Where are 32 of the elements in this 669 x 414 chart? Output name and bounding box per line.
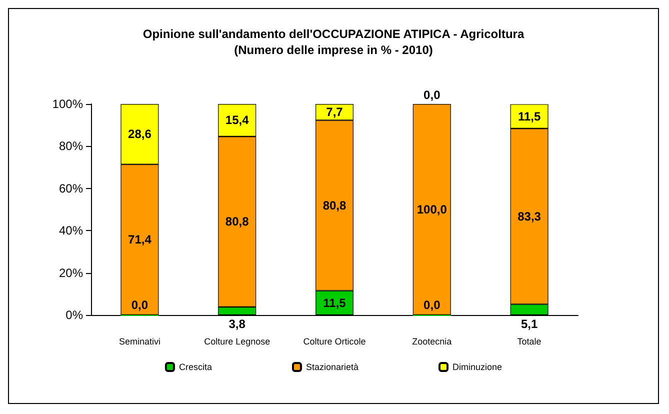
legend-label: Crescita — [178, 362, 212, 372]
chart-title: Opinione sull'andamento dell'OCCUPAZIONE ATIPICA - Agricoltura — [142, 27, 524, 41]
bar — [412, 104, 451, 315]
x-tick-label: Totale — [517, 336, 542, 346]
y-tick-label: 40% — [58, 224, 84, 238]
x-tick-label: Zootecnia — [412, 336, 452, 346]
data-label: 5,1 — [520, 317, 538, 331]
data-label: 71,4 — [128, 232, 152, 247]
y-tick-label: 0% — [66, 308, 84, 322]
data-label: 100,0 — [416, 202, 448, 216]
y-tick-label: 100% — [52, 97, 84, 111]
data-label: 3,8 — [228, 317, 246, 331]
x-tick-label: Seminativi — [118, 336, 160, 346]
data-label: 11,5 — [323, 296, 346, 310]
y-tick-label: 80% — [58, 139, 84, 154]
data-label: 80,8 — [225, 214, 250, 229]
x-tick-label: Colture Legnose — [204, 336, 270, 346]
data-label: 0,0 — [424, 88, 441, 102]
x-tick-label: Colture Orticole — [303, 336, 366, 346]
data-label: 83,3 — [518, 209, 542, 224]
legend-label: Stazionarietà — [306, 362, 359, 372]
legend-label: Diminuzione — [452, 362, 502, 372]
data-label: 80,8 — [322, 198, 346, 212]
y-tick-label: 60% — [58, 181, 84, 196]
data-label: 0,0 — [424, 298, 441, 312]
data-label: 15,4 — [225, 113, 250, 128]
data-label: 0,0 — [131, 298, 148, 312]
y-tick-label: 20% — [58, 266, 84, 280]
data-label: 7,7 — [326, 105, 344, 120]
data-label: 28,6 — [128, 127, 152, 142]
chart-subtitle: (Numero delle imprese in % - 2010) — [234, 43, 433, 57]
data-label: 11,5 — [518, 109, 541, 124]
